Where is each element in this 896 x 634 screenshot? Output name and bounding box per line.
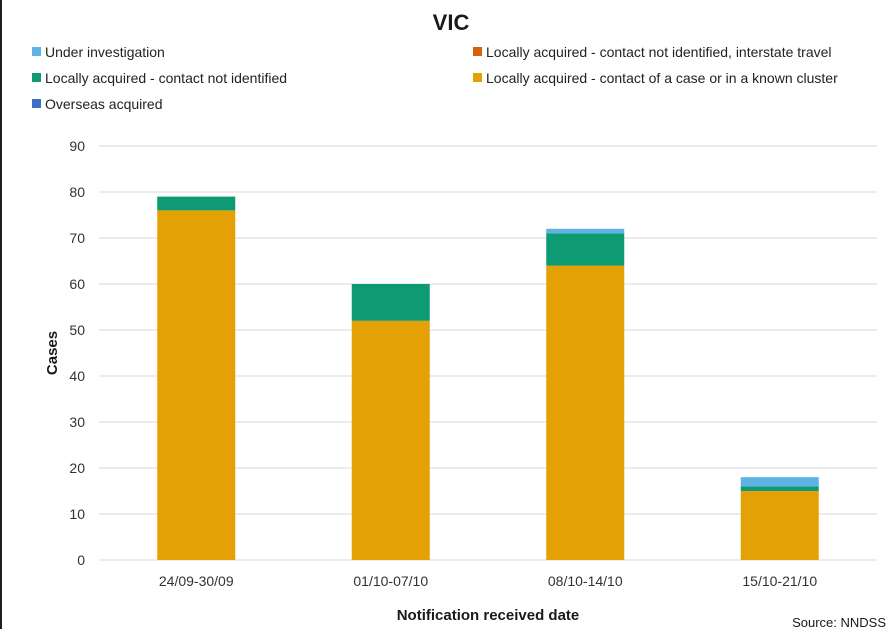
- y-tick-label: 70: [69, 230, 85, 246]
- legend-item: Locally acquired - contact not identifie…: [473, 44, 832, 60]
- y-axis-label: Cases: [44, 331, 61, 375]
- x-tick-label: 01/10-07/10: [353, 573, 428, 589]
- x-tick-label: 24/09-30/09: [159, 573, 234, 589]
- bars: [157, 196, 819, 560]
- y-tick-label: 10: [69, 506, 85, 522]
- x-axis-label: Notification received date: [397, 607, 580, 624]
- y-tick-label: 30: [69, 414, 85, 430]
- legend-swatch: [32, 73, 41, 82]
- legend-item: Locally acquired - contact not identifie…: [32, 70, 287, 86]
- y-tick-label: 80: [69, 184, 85, 200]
- bar-segment: [740, 491, 819, 560]
- y-axis-ticks: 0 10 20 30 40 50 60 70 80 90: [69, 138, 85, 568]
- legend-swatch: [32, 99, 41, 108]
- legend-item: Locally acquired - contact of a case or …: [473, 70, 838, 86]
- chart-legend: Under investigation Locally acquired - co…: [32, 44, 838, 112]
- legend-label: Locally acquired - contact not identifie…: [486, 44, 832, 60]
- legend-label: Overseas acquired: [45, 96, 163, 112]
- chart-title: VIC: [433, 10, 470, 35]
- legend-item: Under investigation: [32, 44, 165, 60]
- x-tick-label: 15/10-21/10: [742, 573, 817, 589]
- y-tick-label: 40: [69, 368, 85, 384]
- x-axis-ticks: 24/09-30/09 01/10-07/10 08/10-14/10 15/10-2…: [159, 573, 817, 589]
- x-tick-label: 08/10-14/10: [548, 573, 623, 589]
- bar-segment: [740, 486, 819, 491]
- bar-segment: [546, 265, 625, 560]
- bar-segment: [157, 210, 236, 560]
- y-tick-label: 20: [69, 460, 85, 476]
- legend-swatch: [473, 73, 482, 82]
- y-tick-label: 50: [69, 322, 85, 338]
- y-tick-label: 60: [69, 276, 85, 292]
- legend-label: Locally acquired - contact of a case or …: [486, 70, 838, 86]
- legend-item: Overseas acquired: [32, 96, 163, 112]
- legend-swatch: [473, 47, 482, 56]
- bar-segment: [157, 196, 236, 211]
- y-tick-label: 90: [69, 138, 85, 154]
- source-note: Source: NNDSS: [792, 615, 886, 629]
- legend-label: Under investigation: [45, 44, 165, 60]
- legend-swatch: [32, 47, 41, 56]
- bar-segment: [351, 320, 430, 560]
- legend-label: Locally acquired - contact not identifie…: [45, 70, 287, 86]
- bar-segment: [546, 228, 625, 234]
- bar-segment: [740, 477, 819, 487]
- bar-segment: [546, 233, 625, 266]
- y-tick-label: 0: [77, 552, 85, 568]
- bar-segment: [351, 284, 430, 321]
